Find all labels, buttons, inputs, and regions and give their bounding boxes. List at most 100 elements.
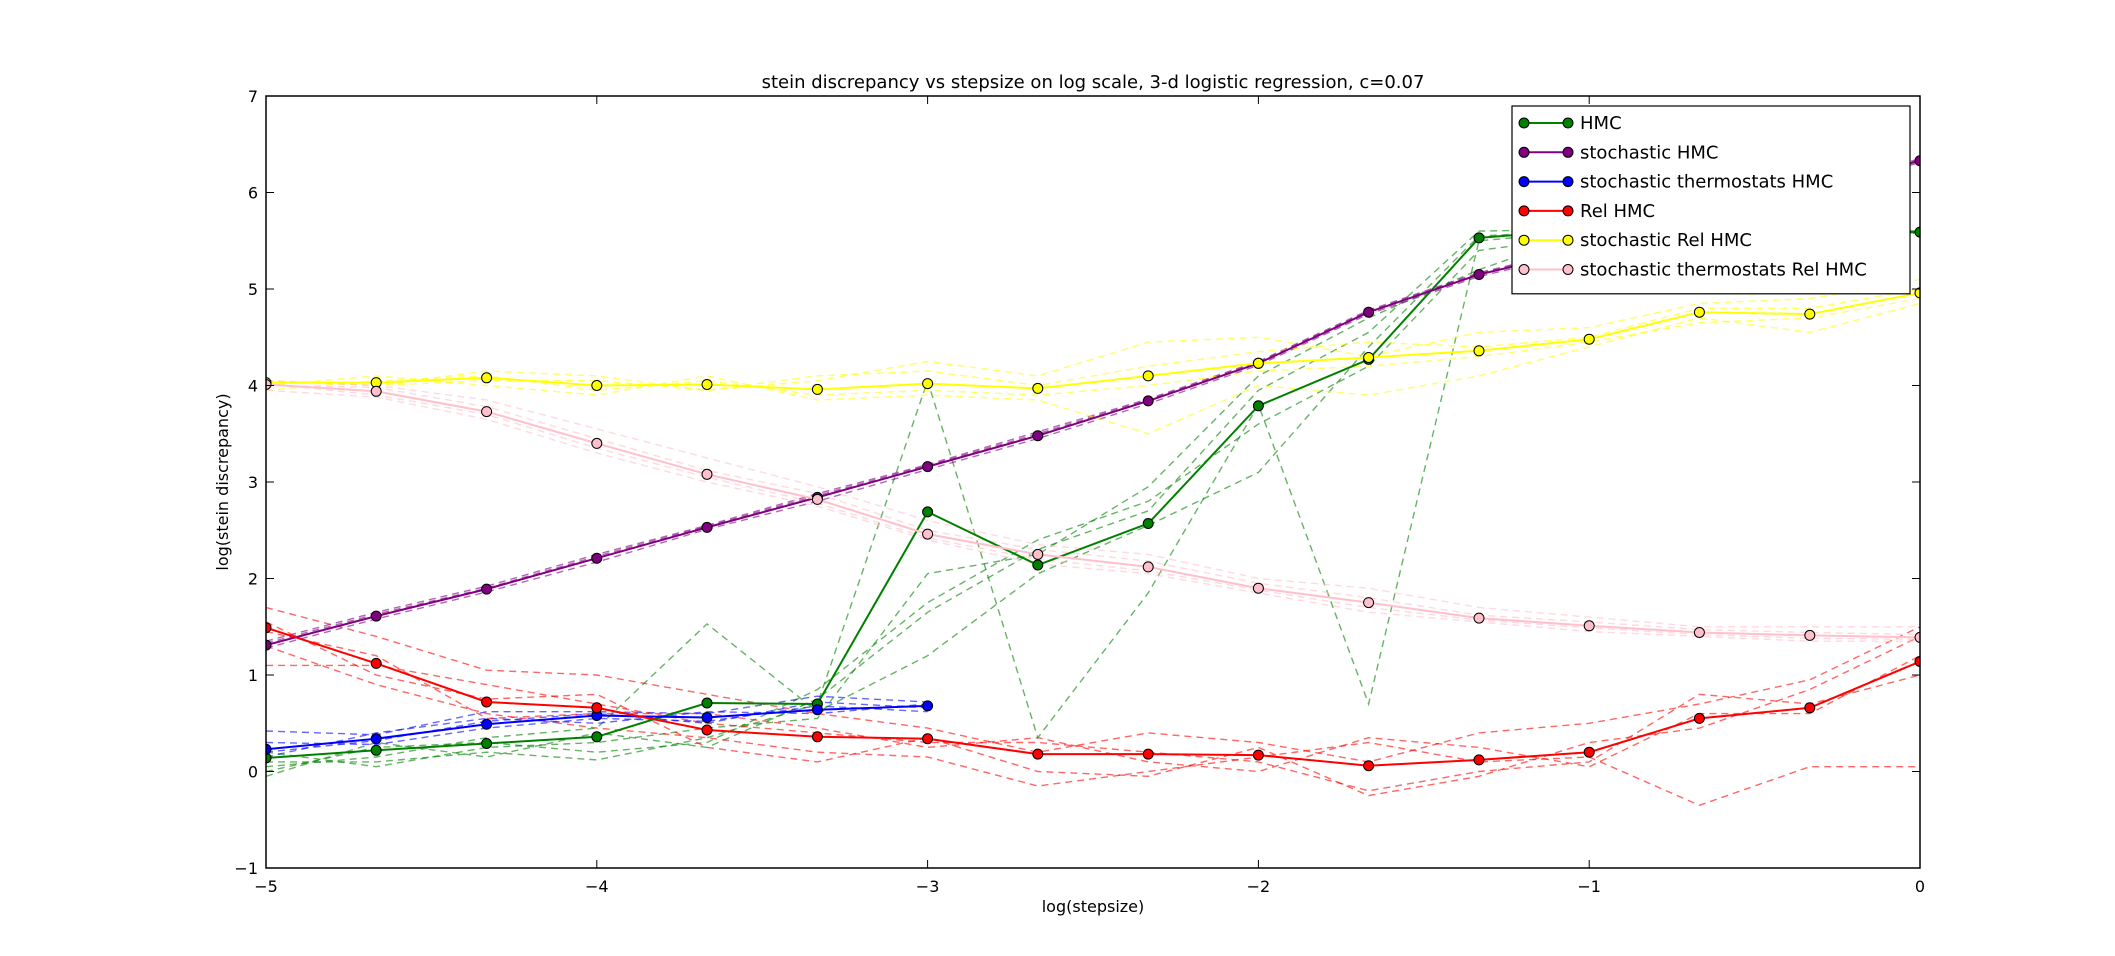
x-tick-label-3: −2 xyxy=(1247,877,1271,896)
y-tick-label-3: 2 xyxy=(248,570,258,589)
series-3-point-7 xyxy=(1032,748,1044,760)
legend-marker-left-4 xyxy=(1518,234,1530,246)
series-3-point-0 xyxy=(266,622,272,634)
series-4-point-10 xyxy=(1363,352,1375,363)
series-5-point-7 xyxy=(1032,548,1044,560)
series-5-point-8 xyxy=(1142,561,1154,573)
series-5-group xyxy=(266,379,1920,643)
series-1-point-8 xyxy=(1142,395,1154,407)
series-1-point-7 xyxy=(1032,430,1044,442)
series-1-point-6 xyxy=(922,461,934,473)
legend-marker-right-5 xyxy=(1562,264,1574,275)
series-3-point-11 xyxy=(1473,754,1485,766)
series-5-point-1 xyxy=(370,385,382,397)
series-3-run-3-line xyxy=(266,621,1920,797)
legend-label-4: stochastic Rel HMC xyxy=(1580,230,1752,251)
series-5-point-10 xyxy=(1363,597,1375,609)
legend-marker-right-3 xyxy=(1562,205,1574,217)
series-5-point-0 xyxy=(266,379,272,390)
legend-marker-left-2 xyxy=(1518,176,1530,188)
legend-marker-left-0 xyxy=(1518,117,1530,129)
y-tick-label-2: 1 xyxy=(248,666,258,685)
series-4-run-3-line xyxy=(266,297,1920,396)
series-3-point-14 xyxy=(1804,702,1816,714)
y-tick-label-1: 0 xyxy=(248,763,258,782)
legend-entry-3: Rel HMC xyxy=(1518,201,1655,222)
series-5-line xyxy=(266,383,1920,639)
series-1-point-0 xyxy=(266,639,272,651)
series-1-point-10 xyxy=(1363,306,1375,318)
series-4-run-2-line xyxy=(266,288,1920,392)
series-4-point-6 xyxy=(922,378,934,390)
y-tick-label-6: 5 xyxy=(248,280,258,299)
legend-label-0: HMC xyxy=(1580,113,1622,134)
y-tick-label-0: −1 xyxy=(234,859,258,878)
series-4-point-5 xyxy=(811,383,823,395)
series-0-point-15 xyxy=(1914,226,1920,238)
series-2-point-4 xyxy=(701,712,713,723)
series-4-run-0-line xyxy=(266,278,1920,392)
series-1-point-2 xyxy=(481,583,493,595)
x-tick-label-1: −4 xyxy=(585,877,609,896)
series-5-point-2 xyxy=(481,406,493,418)
individual-runs xyxy=(266,158,1920,807)
series-5-run-3-line xyxy=(266,382,1920,640)
chart-title: stein discrepancy vs stepsize on log sca… xyxy=(762,72,1425,93)
series-5-point-5 xyxy=(811,493,823,505)
series-3-point-10 xyxy=(1363,760,1375,772)
series-0-point-7 xyxy=(1032,559,1044,571)
series-5-point-6 xyxy=(922,528,934,540)
series-3-run-4-line xyxy=(266,630,1920,773)
series-1-point-11 xyxy=(1473,269,1485,280)
series-0-point-6 xyxy=(922,506,934,518)
series-4-point-4 xyxy=(701,379,713,390)
series-2-point-0 xyxy=(266,743,272,755)
series-4-point-11 xyxy=(1473,345,1485,357)
series-3-group xyxy=(266,622,1920,772)
series-0-point-9 xyxy=(1252,400,1264,412)
series-1-point-3 xyxy=(591,552,603,564)
y-axis-label: log(stein discrepancy) xyxy=(213,393,232,570)
legend-marker-right-0 xyxy=(1562,117,1574,129)
legend-marker-right-1 xyxy=(1562,146,1574,158)
series-5-point-13 xyxy=(1693,627,1705,638)
series-5-run-0-line xyxy=(266,380,1920,628)
series-4-point-14 xyxy=(1804,308,1816,320)
series-0-point-4 xyxy=(701,697,713,709)
x-axis-label: log(stepsize) xyxy=(1042,897,1145,916)
legend-marker-left-3 xyxy=(1518,205,1530,217)
legend-label-5: stochastic thermostats Rel HMC xyxy=(1580,260,1867,281)
y-tick-label-4: 3 xyxy=(248,473,258,492)
y-tick-label-7: 6 xyxy=(248,184,258,203)
series-0-point-1 xyxy=(370,744,382,756)
series-0-point-2 xyxy=(481,738,493,749)
series-3-point-5 xyxy=(811,731,823,743)
series-4-line xyxy=(266,291,1920,391)
series-5-run-2-line xyxy=(266,384,1920,636)
series-4-point-15 xyxy=(1914,287,1920,299)
series-1-point-1 xyxy=(370,610,382,622)
legend-entry-1: stochastic HMC xyxy=(1518,142,1718,163)
legend-box xyxy=(1511,105,1911,295)
legend-marker-right-4 xyxy=(1562,234,1574,246)
series-5-point-11 xyxy=(1473,612,1485,624)
series-5-point-3 xyxy=(591,437,603,449)
x-tick-label-2: −3 xyxy=(916,877,940,896)
series-1-point-4 xyxy=(701,521,713,533)
series-2-point-6 xyxy=(922,700,934,712)
x-tick-label-4: −1 xyxy=(1577,877,1601,896)
series-3-point-15 xyxy=(1914,656,1920,667)
series-5-point-14 xyxy=(1804,629,1816,641)
series-5-point-9 xyxy=(1252,582,1264,594)
series-0-run-0-line xyxy=(266,228,1920,768)
series-3-run-1-line xyxy=(266,664,1920,792)
series-3-point-1 xyxy=(370,657,382,669)
x-tick-label-0: −5 xyxy=(254,877,278,896)
series-0-point-0 xyxy=(266,752,272,764)
series-4-point-12 xyxy=(1583,333,1595,345)
legend-entry-4: stochastic Rel HMC xyxy=(1518,230,1752,251)
legend: HMC stochastic HMC stochastic thermostats … xyxy=(1511,105,1911,295)
series-2-group xyxy=(266,700,934,755)
series-3-run-2-line xyxy=(266,645,1920,807)
